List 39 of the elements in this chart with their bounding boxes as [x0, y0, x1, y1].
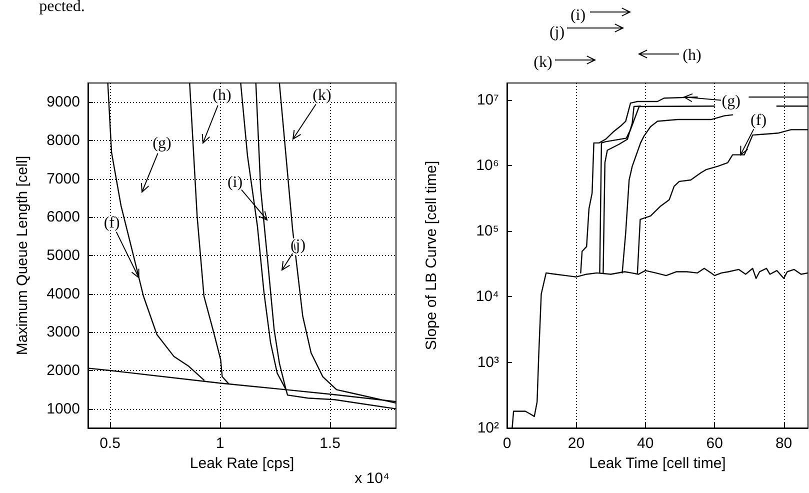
x-tick-label: 60 — [706, 435, 723, 452]
y-tick-label: 10⁷ — [476, 91, 499, 108]
text: (k) — [534, 54, 552, 70]
y-tick-label: 4000 — [46, 285, 80, 302]
x-tick-label: 0.5 — [100, 435, 120, 452]
y-tick-label: 8000 — [46, 132, 80, 149]
text: (i) — [570, 6, 586, 24]
annotation: (k) — [312, 86, 332, 104]
x-tick-label: 80 — [775, 435, 792, 452]
text: (j) — [549, 24, 565, 40]
y-axis-title: Slope of LB Curve [cell time] — [423, 160, 440, 350]
y-tick-label: 10³ — [477, 354, 499, 371]
y-tick-label: 10⁵ — [476, 222, 499, 240]
y-tick-label: 6000 — [46, 208, 80, 226]
y-tick-label: 5000 — [46, 247, 80, 264]
annotation: (f) — [750, 111, 767, 128]
y-tick-label: 10² — [477, 420, 499, 436]
x-tick-label: 1 — [216, 435, 224, 452]
y-tick-label: 3000 — [46, 324, 80, 341]
text: x 10⁴ — [354, 470, 390, 486]
annotation: (g) — [152, 134, 172, 152]
annotation: (f) — [104, 214, 120, 232]
x-tick-label: 20 — [568, 435, 585, 452]
x-axis-title: Leak Time [cell time] — [589, 455, 726, 472]
x-tick-label: 0 — [502, 435, 512, 452]
x-tick-label: 40 — [637, 435, 654, 452]
y-tick-label: 9000 — [46, 94, 80, 111]
annotation: (h) — [212, 86, 232, 104]
y-tick-label: 10⁴ — [476, 288, 499, 306]
y-tick-label: 7000 — [46, 170, 80, 188]
y-axis-title: Maximum Queue Length [cell] — [14, 156, 31, 356]
annotation: (i) — [227, 174, 243, 190]
y-tick-label: 2000 — [46, 362, 80, 379]
x-axis-title: Leak Rate [cps] — [190, 455, 294, 472]
y-tick-label: 10⁶ — [476, 156, 499, 174]
x-tick-label: 1.5 — [320, 435, 340, 452]
y-tick-label: 1000 — [46, 400, 80, 418]
text: (h) — [682, 46, 702, 64]
annotation: (g) — [722, 92, 740, 110]
